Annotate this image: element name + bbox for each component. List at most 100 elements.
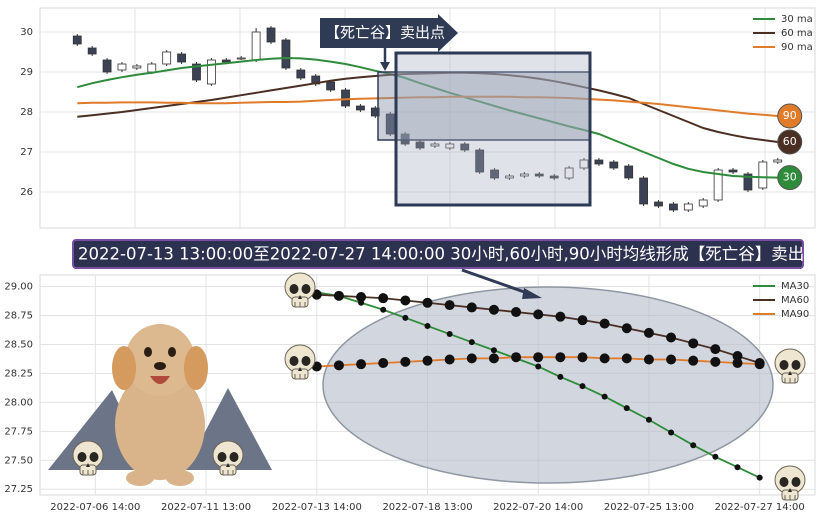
candle-body xyxy=(87,47,97,55)
ma-point xyxy=(645,416,652,423)
ma-point xyxy=(732,358,743,368)
ma-point xyxy=(555,352,566,363)
ma-point xyxy=(756,474,763,481)
y-tick-label: 28.00 xyxy=(4,397,33,408)
y-tick-label: 27.75 xyxy=(4,426,33,437)
candle-body xyxy=(713,169,723,201)
ma-point xyxy=(333,360,344,371)
ma-point xyxy=(466,353,477,364)
ma-line xyxy=(77,56,778,179)
ma-point xyxy=(356,292,367,302)
zone-box xyxy=(394,51,592,207)
ma-point xyxy=(643,354,654,365)
y-tick-label: 30 xyxy=(20,27,33,38)
ma-point xyxy=(333,290,344,301)
caption-bar xyxy=(72,239,804,269)
x-tick-label: 2022-07-20 14:00 xyxy=(493,502,583,513)
y-tick-label: 28.75 xyxy=(4,311,33,322)
ma-point xyxy=(688,338,699,349)
candle-body xyxy=(698,199,708,207)
caption-text: 2022-07-13 13:00:00至2022-07-27 14:00:00 … xyxy=(78,245,821,264)
ma-point xyxy=(643,327,654,338)
candle-body xyxy=(728,169,738,173)
ma-point xyxy=(488,304,499,315)
candle-body xyxy=(192,63,201,81)
ma-point xyxy=(380,306,387,313)
candle-body xyxy=(445,143,455,149)
caption-pointer-head xyxy=(522,288,542,299)
ma-point xyxy=(710,344,721,355)
ma-point xyxy=(422,297,433,308)
ma-point xyxy=(621,323,632,334)
y-tick-label: 27 xyxy=(20,147,33,158)
ma-point xyxy=(468,339,475,346)
x-tick-label: 2022-07-25 13:00 xyxy=(604,502,694,513)
candle-body xyxy=(549,175,559,179)
ma-point xyxy=(668,429,675,436)
ma-point xyxy=(533,309,544,320)
ma-point xyxy=(732,351,743,362)
legend-label: MA30 xyxy=(781,281,809,292)
candle-body xyxy=(683,203,693,211)
ma-point xyxy=(400,295,411,306)
zone-box xyxy=(377,71,591,141)
pointer-head xyxy=(380,62,390,71)
y-tick-label: 28 xyxy=(20,107,33,118)
ma-point xyxy=(666,332,677,343)
ma-point xyxy=(511,307,522,318)
highlight-ellipse xyxy=(322,286,774,484)
candle-body xyxy=(132,65,142,69)
ma-point xyxy=(599,353,610,364)
x-tick-label: 2022-07-27 14:00 xyxy=(715,502,805,513)
ma-point xyxy=(754,359,765,370)
ma-point xyxy=(356,359,367,370)
ma-point xyxy=(555,311,566,322)
candle-body xyxy=(475,149,485,173)
legend-label: MA90 xyxy=(781,309,809,320)
ma-point xyxy=(488,353,499,364)
end-badge-label: 60 xyxy=(783,135,797,148)
candle-body xyxy=(773,159,783,163)
ma-point xyxy=(446,331,453,338)
legend-label: 60 ma xyxy=(781,28,813,39)
candle-body xyxy=(743,173,753,191)
candle-body xyxy=(236,57,246,60)
ma-point xyxy=(444,300,455,311)
ma-point xyxy=(601,393,608,400)
ma-point xyxy=(599,318,610,329)
ma-point xyxy=(533,352,544,363)
ma-point xyxy=(511,352,522,363)
y-tick-label: 27.50 xyxy=(4,455,33,466)
candle-body xyxy=(579,159,589,169)
candle-body xyxy=(281,39,291,69)
legend-label: 90 ma xyxy=(781,42,813,53)
candle-body xyxy=(564,167,574,179)
ma-point xyxy=(577,315,588,326)
candle-body xyxy=(266,27,276,43)
ma-point xyxy=(688,355,699,366)
x-tick-label: 2022-07-18 13:00 xyxy=(382,502,472,513)
candle-body xyxy=(534,173,544,177)
ma-point xyxy=(712,453,719,460)
ma-line xyxy=(77,95,778,117)
candle-body xyxy=(102,59,112,73)
ma-point xyxy=(378,293,389,304)
ma-point xyxy=(579,383,586,390)
ma-point xyxy=(690,442,697,449)
candle-body xyxy=(296,69,306,79)
candle-body xyxy=(639,177,649,205)
ma-point xyxy=(621,353,632,364)
legend-label: 30 ma xyxy=(781,14,813,25)
bottom-chart: MA30 MA60 MA90 xyxy=(311,281,809,481)
ma-point xyxy=(557,373,564,380)
banner-arrow xyxy=(320,14,458,52)
ma-point xyxy=(535,363,542,370)
y-tick-label: 28.25 xyxy=(4,368,33,379)
ma-point xyxy=(424,322,431,329)
candle-body xyxy=(177,53,186,63)
ma-point xyxy=(422,355,433,366)
decoration xyxy=(48,272,806,501)
y-tick-label: 26 xyxy=(20,187,33,198)
